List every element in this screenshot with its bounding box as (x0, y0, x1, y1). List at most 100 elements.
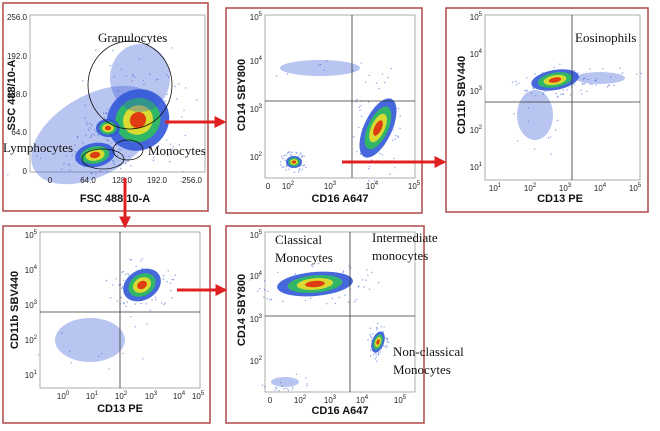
event-dot (157, 144, 160, 147)
event-dot (559, 63, 561, 65)
event-dot (385, 344, 388, 347)
event-dot (331, 297, 334, 300)
event-dot (377, 351, 380, 354)
event-dot (554, 129, 557, 131)
event-dot (283, 388, 285, 390)
event-dot (168, 160, 171, 163)
tick-exponent: 4 (259, 271, 263, 277)
event-dot (379, 152, 381, 155)
event-dot (180, 180, 182, 183)
tick-label: 103 (559, 183, 572, 194)
tick-label: 256.0 (7, 13, 28, 22)
event-dot (286, 152, 289, 155)
event-dot (172, 146, 174, 148)
event-dot (249, 279, 251, 281)
event-dot (326, 60, 328, 62)
event-dot (369, 327, 372, 329)
event-dot (162, 278, 165, 280)
event-dot (263, 296, 265, 298)
tick-base: 10 (86, 392, 95, 401)
event-dot (130, 315, 132, 318)
event-dot (275, 75, 278, 78)
event-dot (84, 117, 86, 119)
event-dot (108, 139, 110, 142)
tick-base: 10 (294, 396, 303, 405)
event-dot (181, 116, 183, 118)
event-dot (259, 287, 261, 290)
tick-base: 10 (250, 357, 259, 366)
density-region (280, 60, 360, 76)
event-dot (184, 87, 187, 89)
tick-label: 0 (48, 176, 53, 185)
event-dot (362, 279, 364, 281)
event-dot (40, 157, 42, 160)
event-dot (367, 180, 370, 182)
event-dot (379, 351, 382, 353)
tick-base: 10 (594, 184, 603, 193)
event-dot (578, 76, 581, 79)
event-dot (124, 273, 127, 276)
event-dot (511, 81, 514, 83)
x-axis-label: FSC 488/10-A (80, 193, 150, 205)
event-dot (394, 167, 396, 169)
event-dot (95, 173, 97, 175)
event-dot (277, 271, 279, 274)
tick-exponent: 5 (259, 12, 263, 18)
plot-area (29, 14, 206, 173)
event-dot (128, 274, 130, 276)
event-dot (68, 164, 71, 166)
event-dot (284, 159, 287, 162)
event-dot (89, 136, 92, 139)
event-dot (97, 133, 99, 135)
tick-label: 101 (489, 183, 502, 194)
tick-label: 103 (250, 314, 263, 325)
event-dot (118, 148, 121, 150)
gate-label: Monocytes (393, 362, 451, 377)
event-dot (386, 340, 388, 343)
plot-area (484, 14, 641, 181)
event-dot (305, 166, 307, 169)
event-dot (399, 115, 401, 118)
event-dot (295, 373, 298, 375)
event-dot (146, 323, 148, 325)
gate-label: monocytes (372, 248, 428, 263)
event-dot (102, 112, 105, 115)
tick-exponent: 4 (259, 56, 263, 62)
tick-base: 10 (324, 182, 333, 191)
event-dot (171, 297, 173, 299)
tick-label: 128.0 (112, 176, 133, 185)
event-dot (86, 123, 88, 125)
event-dot (621, 72, 624, 74)
event-dot (178, 144, 181, 146)
event-dot (91, 124, 93, 126)
event-dot (169, 282, 172, 284)
y-axis-label: CD11b SBV440 (9, 271, 21, 349)
x-axis-label: CD13 PE (537, 193, 583, 205)
tick-exponent: 0 (66, 391, 70, 397)
event-dot (527, 120, 530, 123)
tick-exponent: 2 (34, 335, 38, 341)
event-dot (556, 119, 559, 122)
event-dot (89, 122, 91, 125)
tick-base: 256.0 (182, 176, 203, 185)
event-dot (131, 75, 134, 77)
gate (112, 139, 144, 161)
tick-label: 101 (86, 391, 99, 402)
event-dot (305, 377, 307, 379)
event-dot (582, 77, 585, 79)
tick-base: 10 (173, 392, 182, 401)
tick-exponent: 4 (365, 395, 369, 401)
event-dot (338, 296, 340, 299)
tick-label: 102 (282, 181, 295, 192)
tick-label: 105 (470, 12, 483, 23)
density-region (89, 151, 101, 159)
event-dot (167, 154, 169, 157)
tick-exponent: 3 (259, 104, 263, 110)
event-dot (120, 68, 123, 71)
x-axis-label: CD16 A647 (311, 405, 368, 417)
tick-exponent: 5 (201, 391, 205, 397)
event-dot (124, 162, 127, 165)
event-dot (589, 83, 592, 85)
event-dot (527, 107, 530, 110)
